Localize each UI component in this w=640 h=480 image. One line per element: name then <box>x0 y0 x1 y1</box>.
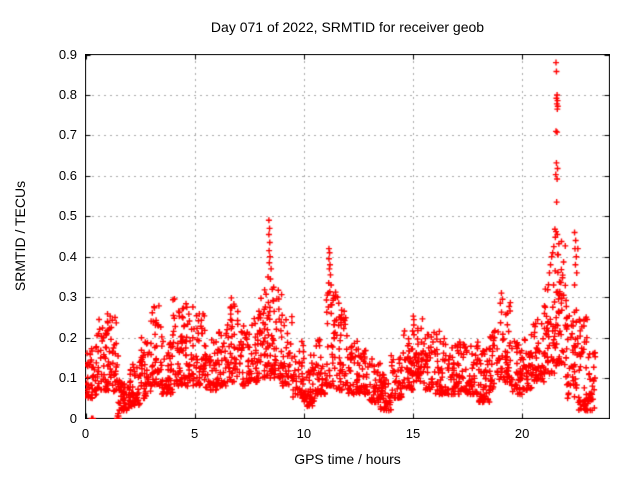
y-tick-label: 0.2 <box>58 329 77 345</box>
y-axis-label: SRMTID / TECUs <box>12 180 28 292</box>
y-tick-label: 0.9 <box>58 46 77 62</box>
y-tick-label: 0 <box>69 410 77 426</box>
y-tick-label: 0.7 <box>58 127 77 143</box>
y-tick-label: 0.5 <box>58 208 77 224</box>
x-tick-label: 5 <box>191 426 199 441</box>
x-tick-label: 20 <box>514 426 530 441</box>
y-tick-label: 0.8 <box>58 86 77 102</box>
x-tick-label: 10 <box>296 426 312 441</box>
y-tick-label: 0.4 <box>58 248 77 264</box>
y-tick-label: 0.6 <box>58 167 77 183</box>
x-axis-label: GPS time / hours <box>294 451 401 467</box>
y-tick-label: 0.1 <box>58 370 77 386</box>
scatter-plot-canvas <box>85 54 610 419</box>
y-tick-label: 0.3 <box>58 289 77 305</box>
x-tick-label: 15 <box>405 426 421 441</box>
chart-title: Day 071 of 2022, SRMTID for receiver geo… <box>210 19 485 35</box>
x-tick-label: 0 <box>81 426 90 441</box>
